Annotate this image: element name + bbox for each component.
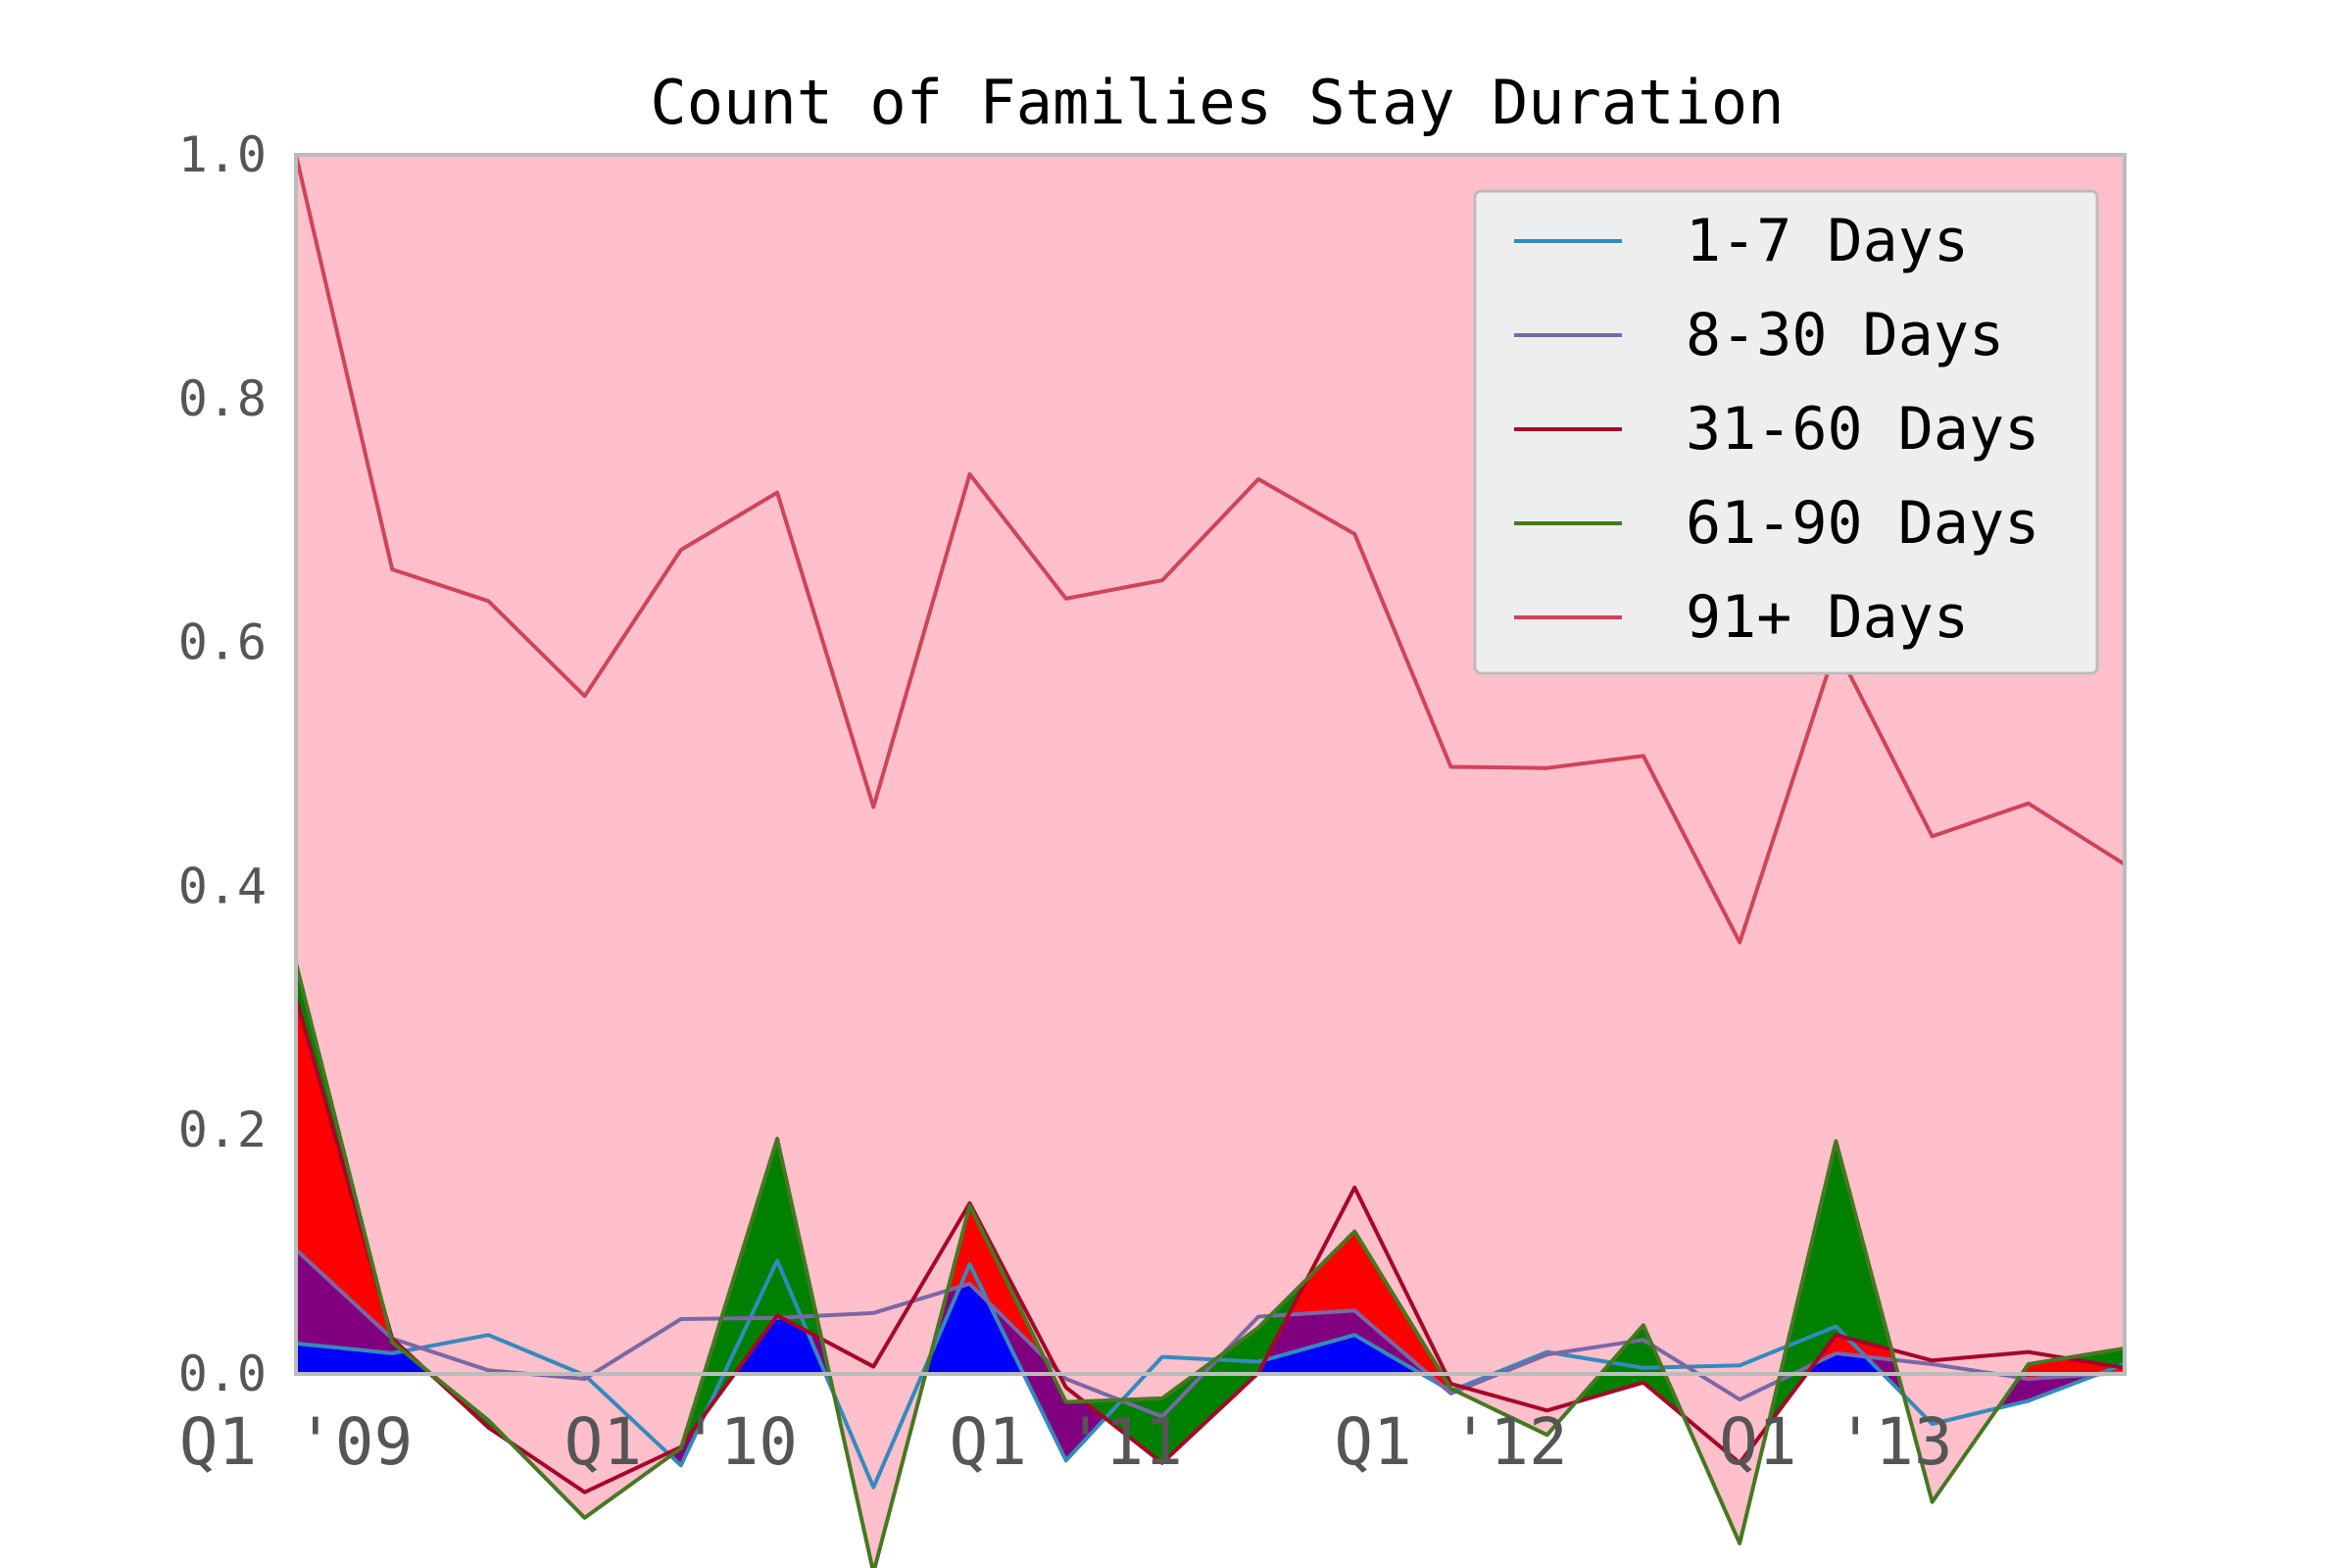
line-series-3 — [294, 962, 2126, 1568]
x-tick-label: Q1 '10 — [564, 1404, 798, 1480]
x-tick-label: Q1 '09 — [179, 1404, 413, 1480]
line-series-4 — [294, 154, 2127, 945]
y-tick-label: 0.8 — [178, 370, 267, 427]
y-tick-label: 0.4 — [178, 858, 267, 914]
legend-box — [1473, 189, 2099, 675]
y-tick-label: 0.0 — [178, 1346, 267, 1402]
legend-label: 31-60 Days — [1686, 395, 2039, 464]
x-tick-label: Q1 '11 — [949, 1404, 1182, 1480]
x-tick-label: Q1 '13 — [1719, 1404, 1952, 1480]
legend-label: 61-90 Days — [1686, 489, 2039, 558]
y-tick-label: 0.2 — [178, 1102, 267, 1158]
y-axis: 0.0 0.2 0.4 0.6 0.8 1.0 — [178, 126, 267, 1402]
line-series-1 — [294, 1248, 2126, 1419]
plot-frame — [294, 153, 2127, 1376]
legend: 1-7 Days 8-30 Days 31-60 Days 61-90 Days 91+… — [1473, 189, 2099, 675]
line-series-2 — [294, 997, 2126, 1494]
line-series-0 — [295, 1258, 2126, 1490]
x-axis: Q1 '09 Q1 '10 Q1 '11 Q1 '12 Q1 '13 — [179, 1404, 1953, 1480]
legend-label: 1-7 Days — [1686, 207, 1969, 275]
y-tick-label: 1.0 — [178, 126, 267, 183]
x-tick-label: Q1 '12 — [1334, 1404, 1567, 1480]
chart-title: Count of Families Stay Duration — [650, 67, 1784, 138]
legend-label: 8-30 Days — [1686, 301, 2004, 369]
y-tick-label: 0.6 — [178, 614, 267, 671]
legend-label: 91+ Days — [1686, 583, 1969, 652]
